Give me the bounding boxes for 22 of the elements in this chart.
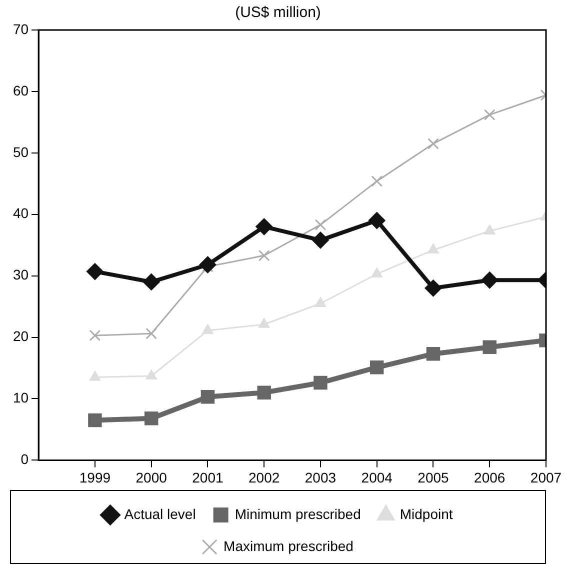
- y-tick-label: 60: [12, 82, 29, 98]
- y-tick-label: 20: [12, 328, 29, 344]
- chart-title: (US$ million): [235, 4, 321, 22]
- legend-label: Maximum prescribed: [224, 538, 354, 554]
- x-tick-label: 2005: [418, 469, 450, 486]
- x-tick-label: 2002: [248, 469, 280, 486]
- x-tick-label: 1999: [79, 469, 111, 486]
- legend-label: Minimum prescribed: [234, 506, 361, 522]
- x-tick-label: 2003: [304, 469, 336, 486]
- legend-label: Actual level: [124, 506, 196, 522]
- y-tick-label: 50: [12, 144, 29, 160]
- y-tick-label: 40: [12, 205, 29, 222]
- x-tick-label: 2000: [136, 469, 168, 486]
- x-tick-label: 2006: [474, 469, 506, 486]
- x-tick-label: 2001: [192, 469, 224, 486]
- x-tick-label: 2007: [530, 469, 562, 486]
- x-tick-label: 2004: [361, 469, 393, 486]
- y-tick-label: 30: [12, 266, 29, 283]
- y-tick-label: 10: [12, 390, 29, 406]
- y-tick-label: 0: [20, 451, 29, 468]
- y-tick-label: 70: [12, 20, 29, 37]
- legend-label: Midpoint: [400, 506, 453, 522]
